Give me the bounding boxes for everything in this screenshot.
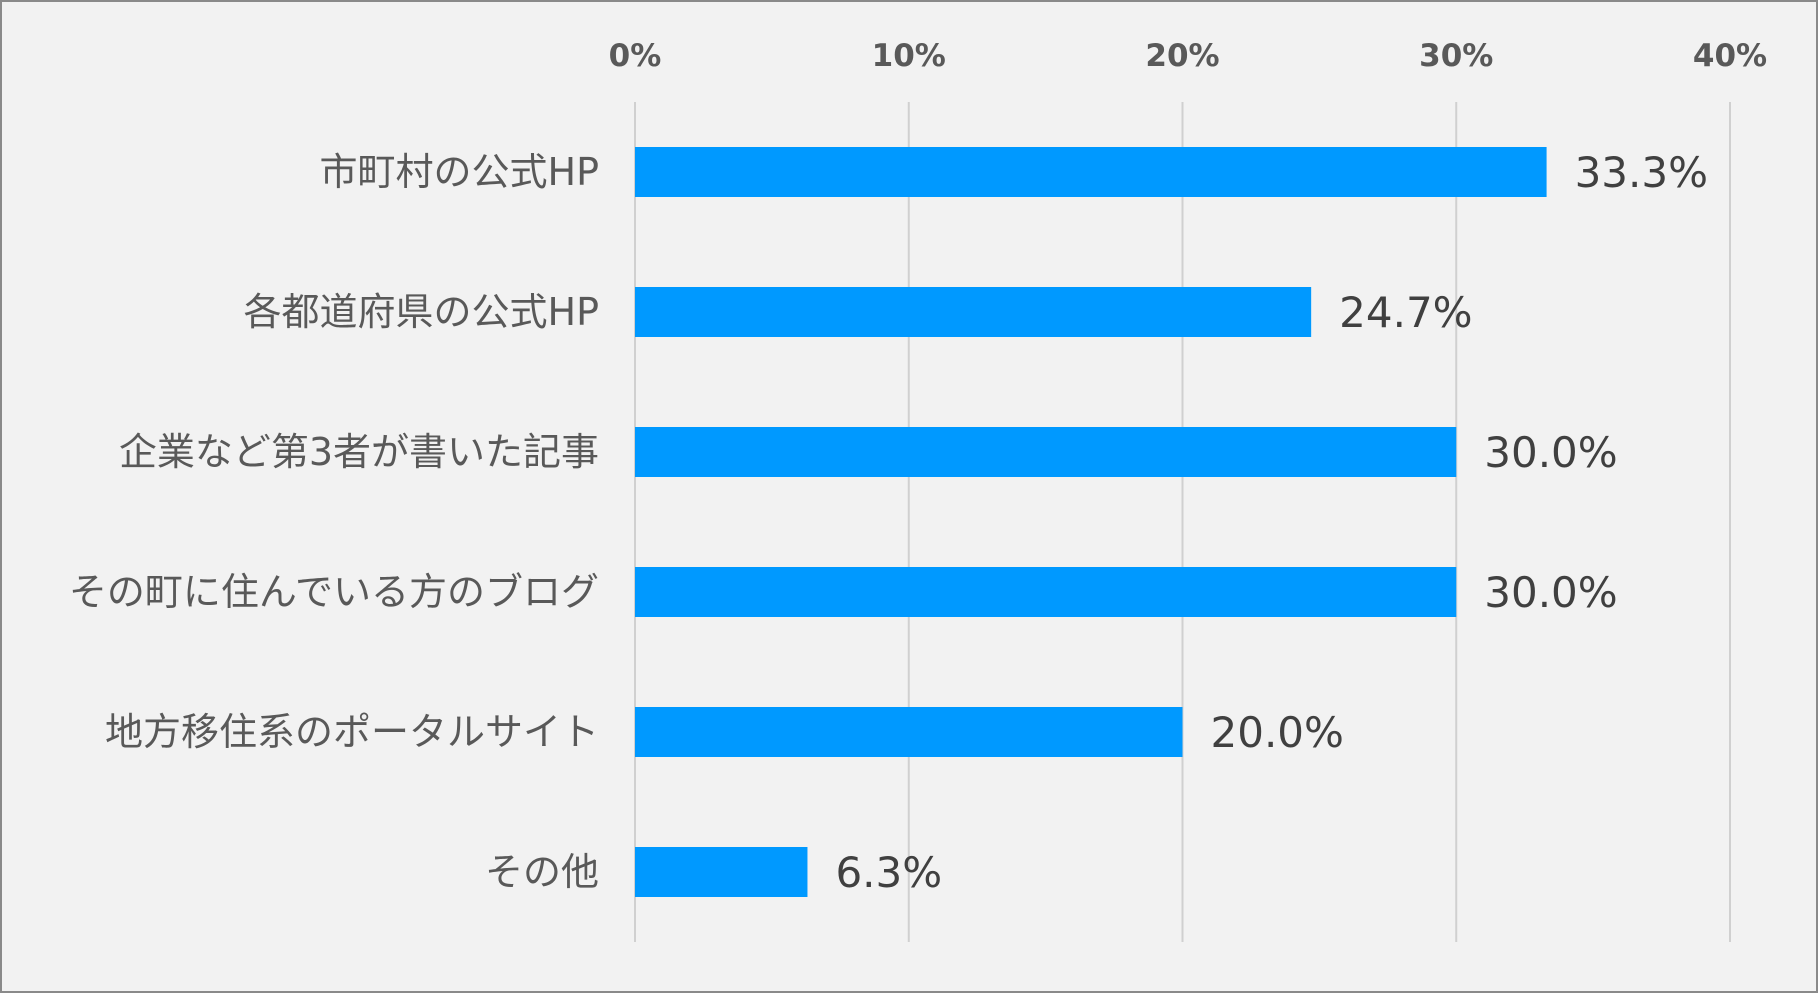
data-label-4: 20.0% (1211, 708, 1344, 757)
bar-1 (635, 287, 1312, 337)
x-tick-label-2: 20% (1145, 38, 1219, 74)
category-label-4: 地方移住系のポータルサイト (105, 710, 599, 754)
x-tick-label-3: 30% (1419, 38, 1493, 74)
data-label-5: 6.3% (835, 848, 942, 897)
bar-5 (635, 847, 808, 897)
x-tick-label-4: 40% (1693, 38, 1767, 74)
bar-3 (635, 567, 1457, 617)
category-label-2: 企業など第3者が書いた記事 (119, 430, 599, 474)
category-label-5: その他 (485, 850, 599, 894)
data-label-0: 33.3% (1575, 148, 1708, 197)
bar-0 (635, 147, 1547, 197)
category-label-0: 市町村の公式HP (320, 150, 600, 194)
data-label-3: 30.0% (1484, 568, 1617, 617)
x-tick-label-0: 0% (609, 38, 662, 74)
bar-4 (635, 707, 1183, 757)
bar-2 (635, 427, 1457, 477)
category-label-1: 各都道府県の公式HP (244, 290, 600, 334)
data-label-1: 24.7% (1339, 288, 1472, 337)
x-tick-label-1: 10% (872, 38, 946, 74)
category-label-3: その町に住んでいる方のブログ (69, 570, 599, 614)
data-label-2: 30.0% (1484, 428, 1617, 477)
